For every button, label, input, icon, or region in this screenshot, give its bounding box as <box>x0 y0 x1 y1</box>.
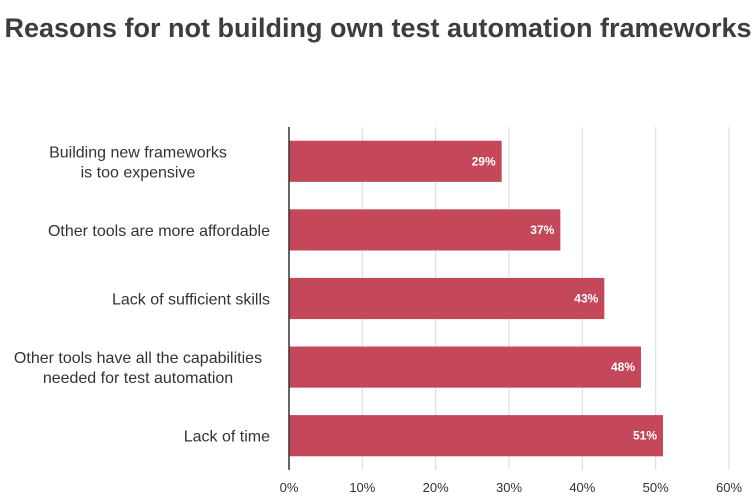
bar-value-label: 51% <box>633 429 657 443</box>
x-axis-ticks: 0% 10% 20% 30% 40% 50% 60% <box>280 480 743 495</box>
x-tick-label: 20% <box>423 480 449 495</box>
bar <box>289 209 561 251</box>
bar <box>289 140 502 182</box>
bar-value-label: 37% <box>530 223 554 237</box>
category-label: Lack of time <box>184 429 270 446</box>
x-tick-label: 40% <box>569 480 595 495</box>
x-tick-label: 50% <box>643 480 669 495</box>
category-label: Lack of sufficient skills <box>112 292 270 309</box>
category-labels: Building new frameworks is too expensive O… <box>14 144 270 445</box>
bars: 29% 37% 43% 48% 51% <box>289 140 663 457</box>
x-tick-label: 10% <box>349 480 375 495</box>
bar-value-label: 43% <box>574 292 598 306</box>
bar-value-label: 48% <box>611 360 635 374</box>
bar <box>289 277 605 320</box>
x-tick-label: 30% <box>496 480 522 495</box>
category-label: Other tools have all the capabilities nee… <box>14 350 262 387</box>
category-label: Other tools are more affordable <box>48 223 270 240</box>
x-tick-label: 60% <box>716 480 742 495</box>
bar <box>289 415 663 457</box>
category-label: Building new frameworks is too expensive <box>49 144 227 181</box>
bar <box>289 346 641 388</box>
bar-value-label: 29% <box>472 154 496 168</box>
x-tick-label: 0% <box>280 480 299 495</box>
chart-title: Reasons for not building own test automa… <box>4 13 752 43</box>
